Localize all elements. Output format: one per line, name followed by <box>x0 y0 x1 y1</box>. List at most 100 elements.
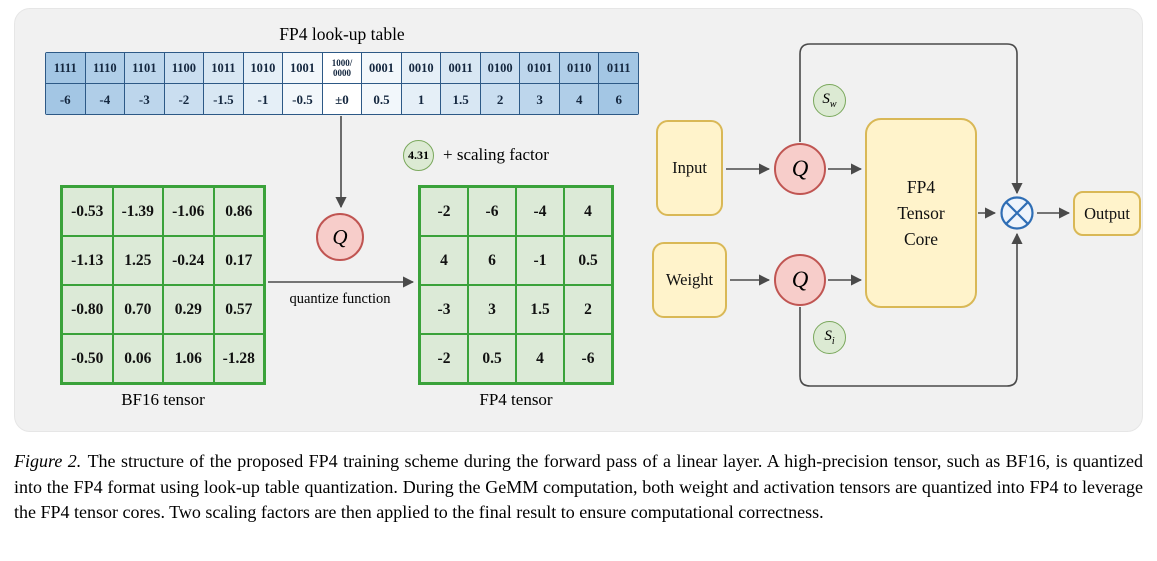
lookup-code-cell: 1100 <box>164 53 204 83</box>
output-label: Output <box>1084 203 1130 223</box>
bf16-tensor-label: BF16 tensor <box>121 390 205 409</box>
quantize-function-label: quantize function <box>289 291 391 307</box>
quantize-q-node: Q <box>316 213 364 261</box>
lookup-value-cell: -1.5 <box>204 84 243 114</box>
caption-text: The structure of the proposed FP4 traini… <box>14 451 1144 523</box>
q-label: Q <box>332 224 348 249</box>
bf16-cell: -1.13 <box>63 237 112 284</box>
fp4-cell: 2 <box>565 286 611 333</box>
fp4-cell: 0.5 <box>469 335 515 382</box>
scaling-factor-value-node: 4.31 <box>403 140 434 171</box>
fp4-cell: 4 <box>517 335 563 382</box>
s-base: S <box>824 328 832 344</box>
figure-label: Figure 2. <box>14 451 82 471</box>
fp4-cell: -6 <box>565 335 611 382</box>
bf16-cell: 0.57 <box>214 286 263 333</box>
bf16-cell: 0.17 <box>214 237 263 284</box>
lookup-value-cell: 3 <box>520 84 559 114</box>
fp4-cell: 1.5 <box>517 286 563 333</box>
lookup-code-cell: 1000/0000 <box>322 53 362 83</box>
bf16-cell: -0.80 <box>63 286 112 333</box>
fp4-cell: -2 <box>421 335 467 382</box>
bf16-cell: 1.06 <box>164 335 213 382</box>
scale-sw-node: Sw <box>813 84 846 117</box>
q-label: Q <box>791 156 809 181</box>
lookup-code-cell: 0011 <box>441 53 480 83</box>
lookup-code-cell: 0101 <box>520 53 559 83</box>
bf16-tensor-grid: -0.53 -1.39 -1.06 0.86 -1.13 1.25 -0.24 0.17 -0.… <box>60 185 266 385</box>
scaling-factor-value: 4.31 <box>408 148 429 162</box>
lookup-value-cell: -3 <box>125 84 164 114</box>
bf16-cell: 0.06 <box>113 335 162 382</box>
weight-quantize-node: Q <box>774 254 826 306</box>
output-node: Output <box>1073 191 1141 236</box>
multiply-node <box>999 195 1035 231</box>
lookup-code-cell: 1010 <box>243 53 283 83</box>
scaling-factor-label: + scaling factor <box>443 145 549 164</box>
bf16-cell: 0.86 <box>214 188 263 235</box>
q-label: Q <box>791 267 809 292</box>
fp4-tensor-label: FP4 tensor <box>479 390 553 409</box>
fp4-cell: 6 <box>469 237 515 284</box>
lookup-value-cell: 1.5 <box>441 84 480 114</box>
lookup-value-cell: -2 <box>164 84 204 114</box>
fp4-cell: -4 <box>517 188 563 235</box>
lookup-value-cell: 6 <box>599 84 638 114</box>
fp4-cell: 3 <box>469 286 515 333</box>
lookup-code-cell: 1110 <box>85 53 125 83</box>
weight-node: Weight <box>652 242 727 318</box>
fp4-cell: 4 <box>565 188 611 235</box>
lookup-code-cell: 0010 <box>401 53 441 83</box>
lookup-value-cell: -6 <box>46 84 85 114</box>
figure-caption: Figure 2. The structure of the proposed F… <box>14 449 1143 526</box>
lookup-code-cell: 0111 <box>599 53 638 83</box>
lookup-value-cell: -1 <box>243 84 283 114</box>
fp4-cell: -6 <box>469 188 515 235</box>
fp4-tensor-core-node: FP4 Tensor Core <box>865 118 977 308</box>
fp4-tensor-grid: -2 -6 -4 4 4 6 -1 0.5 -3 3 1.5 2 -2 0.5 4 -6 <box>418 185 614 385</box>
lookup-code-cell: 0110 <box>559 53 599 83</box>
bf16-cell: -1.39 <box>113 188 162 235</box>
lookup-value-cell: 1 <box>401 84 441 114</box>
fp4-cell: -1 <box>517 237 563 284</box>
lookup-code-cell: 1001 <box>283 53 322 83</box>
lookup-value-cell: ±0 <box>322 84 362 114</box>
lookup-value-cell: -0.5 <box>283 84 322 114</box>
si-label: Si <box>824 328 834 347</box>
fp4-cell: -3 <box>421 286 467 333</box>
fp4-cell: 0.5 <box>565 237 611 284</box>
bf16-cell: -0.50 <box>63 335 112 382</box>
s-base: S <box>822 91 830 107</box>
fp4-cell: 4 <box>421 237 467 284</box>
bf16-cell: -1.06 <box>164 188 213 235</box>
activation-quantize-node: Q <box>774 143 826 195</box>
input-node: Input <box>656 120 723 216</box>
sw-subscript: w <box>829 99 837 110</box>
lookup-code-cell: 0001 <box>362 53 401 83</box>
lookup-value-cell: 4 <box>559 84 599 114</box>
scale-si-node: Si <box>813 321 846 354</box>
lookup-code-cell: 0100 <box>480 53 520 83</box>
lookup-code-cell: 1111 <box>46 53 85 83</box>
bf16-cell: -1.28 <box>214 335 263 382</box>
lookup-code-cell: 1011 <box>204 53 243 83</box>
bf16-cell: -0.24 <box>164 237 213 284</box>
sw-label: Sw <box>822 91 836 110</box>
input-label: Input <box>672 158 707 177</box>
lookup-value-cell: -4 <box>85 84 125 114</box>
fp4-cell: -2 <box>421 188 467 235</box>
fp4-lookup-table: 1111 1110 1101 1100 1011 1010 1001 1000/0000 000… <box>45 52 639 115</box>
si-subscript: i <box>831 336 835 347</box>
multiply-icon <box>1000 196 1034 230</box>
bf16-cell: -0.53 <box>63 188 112 235</box>
lookup-table-title: FP4 look-up table <box>279 24 405 44</box>
lookup-code-cell: 1101 <box>125 53 164 83</box>
bf16-cell: 1.25 <box>113 237 162 284</box>
bf16-cell: 0.29 <box>164 286 213 333</box>
lookup-value-cell: 2 <box>480 84 520 114</box>
weight-label: Weight <box>665 270 714 289</box>
lookup-value-cell: 0.5 <box>362 84 401 114</box>
bf16-cell: 0.70 <box>113 286 162 333</box>
fp4-tensor-core-label: FP4 Tensor Core <box>897 176 945 250</box>
